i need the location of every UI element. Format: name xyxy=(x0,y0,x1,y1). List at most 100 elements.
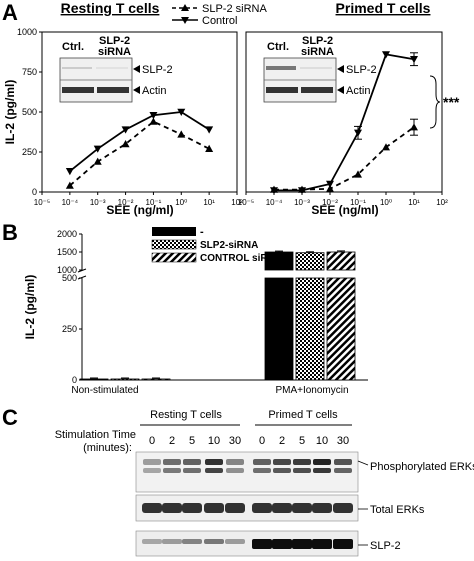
blot-label-sirna-primed: siRNA xyxy=(301,46,334,58)
chart-bar-axes: 1000 1500 2000 0 250 500 xyxy=(57,229,368,385)
blot-slp2: SLP-2 xyxy=(135,530,401,557)
band-total-erk xyxy=(182,503,202,513)
time-label: 5 xyxy=(299,435,305,447)
bar xyxy=(326,277,356,381)
band-slp2 xyxy=(252,539,272,549)
x-tick-label: 10¹ xyxy=(408,198,420,207)
x-axis-label-resting: SEE (ng/ml) xyxy=(106,203,173,217)
band-phospho xyxy=(143,468,161,473)
time-label: 5 xyxy=(189,435,195,447)
blot-band-actin-primed: Actin xyxy=(346,85,370,97)
band-slp2 xyxy=(162,539,182,544)
row-label-phospho: Phosphorylated ERKs xyxy=(370,461,474,473)
group-label-resting: Resting T cells xyxy=(150,409,222,421)
panel-letter-c: C xyxy=(2,405,18,430)
data-point xyxy=(93,145,102,153)
legend-label-sirna: SLP-2 siRNA xyxy=(202,3,267,15)
data-point xyxy=(149,117,158,125)
data-point xyxy=(149,112,158,120)
time-label: 0 xyxy=(259,435,265,447)
data-point xyxy=(410,123,418,131)
plot-frame xyxy=(245,31,443,193)
band-slp2 xyxy=(312,539,332,549)
bar xyxy=(326,251,356,271)
blot-band-actin: Actin xyxy=(142,85,166,97)
x-tick-label: 10² xyxy=(231,198,243,207)
group-label-primed: Primed T cells xyxy=(268,409,338,421)
stimulation-minutes-label: (minutes): xyxy=(83,442,132,454)
band-total-erk xyxy=(162,503,182,513)
data-point xyxy=(205,144,214,152)
band-slp2 xyxy=(182,539,202,544)
bar xyxy=(264,277,294,381)
band-phospho xyxy=(253,459,271,465)
category-label-nonstim: Non-stimulated xyxy=(71,385,138,396)
time-label: 30 xyxy=(229,435,241,447)
band-slp2 xyxy=(142,539,162,544)
x-axis-label-primed: SEE (ng/ml) xyxy=(311,203,378,217)
time-label: 30 xyxy=(337,435,349,447)
chart-primed-axes: 10⁻⁵ 10⁻⁴ 10⁻³ 10⁻² 10⁻¹ 10⁰ 10¹ 10² xyxy=(238,31,448,207)
legend-label-slp2sirna: SLP2-siRNA xyxy=(200,240,258,251)
x-tick-label: 10⁻¹ xyxy=(146,198,162,207)
x-tick-label: 10⁻² xyxy=(322,198,338,207)
data-point xyxy=(177,130,186,138)
y-tick-label: 1000 xyxy=(17,27,37,37)
bar xyxy=(295,252,325,271)
band-slp2 xyxy=(272,539,292,549)
band-phospho xyxy=(313,468,331,473)
band-phospho xyxy=(334,459,352,465)
band-phospho xyxy=(334,468,352,473)
bar xyxy=(141,378,171,381)
data-point xyxy=(65,168,74,176)
band-phospho xyxy=(253,468,271,473)
band-phospho xyxy=(143,459,161,465)
band-phospho xyxy=(205,468,223,473)
data-point xyxy=(354,129,362,137)
band-phospho xyxy=(273,459,291,465)
data-point xyxy=(382,51,390,59)
data-point xyxy=(326,184,334,192)
legend-label-control: Control xyxy=(202,15,237,27)
blot-label-slp2: SLP-2 xyxy=(99,35,130,47)
x-tick-label: 10⁻³ xyxy=(90,198,106,207)
band-slp2 xyxy=(292,539,312,549)
legend-marker-triangle-up xyxy=(181,4,189,11)
band-total-erk xyxy=(292,503,312,513)
legend-marker-triangle-down xyxy=(181,17,189,24)
band-phospho xyxy=(205,459,223,465)
legend-label-control-sirna: CONTROL siRNA xyxy=(200,253,282,264)
bar xyxy=(79,378,109,381)
stimulation-time-label: Stimulation Time xyxy=(55,429,136,441)
legend-swatch-control xyxy=(151,252,197,263)
legend-swatch-none xyxy=(152,227,196,236)
x-tick-label: 10⁻¹ xyxy=(350,198,366,207)
chart-title-resting: Resting T cells xyxy=(61,0,160,16)
blot-band-slp2: SLP-2 xyxy=(142,64,173,76)
data-point xyxy=(121,140,130,148)
x-tick-label: 10⁻⁵ xyxy=(238,198,254,207)
blot-label-sirna: siRNA xyxy=(98,46,131,58)
y-tick-label: 0 xyxy=(72,375,77,385)
series-line xyxy=(274,53,415,192)
band-total-erk xyxy=(225,503,245,513)
band-total-erk xyxy=(333,503,353,513)
y-tick-label: 1500 xyxy=(57,247,77,257)
blot-label-ctrl: Ctrl. xyxy=(62,41,84,53)
blot-phospho-erk: Phosphorylated ERKs xyxy=(135,451,474,493)
blot-label-slp2-primed: SLP-2 xyxy=(302,35,333,47)
y-axis-label-b: IL-2 (pg/ml) xyxy=(23,275,37,340)
data-point xyxy=(298,187,306,195)
band-slp2 xyxy=(225,539,245,544)
band-total-erk xyxy=(252,503,272,513)
band-phospho xyxy=(226,459,244,465)
row-label-slp2: SLP-2 xyxy=(370,540,401,552)
panel-letter-a: A xyxy=(2,0,18,25)
data-point xyxy=(93,157,102,165)
blot-total-erk: Total ERKs xyxy=(135,494,425,522)
blot-label-ctrl-primed: Ctrl. xyxy=(267,41,289,53)
band-total-erk xyxy=(142,503,162,513)
x-tick-label: 10⁻⁵ xyxy=(34,198,50,207)
x-tick-label: 10⁻⁴ xyxy=(266,198,283,207)
bar xyxy=(110,378,140,381)
